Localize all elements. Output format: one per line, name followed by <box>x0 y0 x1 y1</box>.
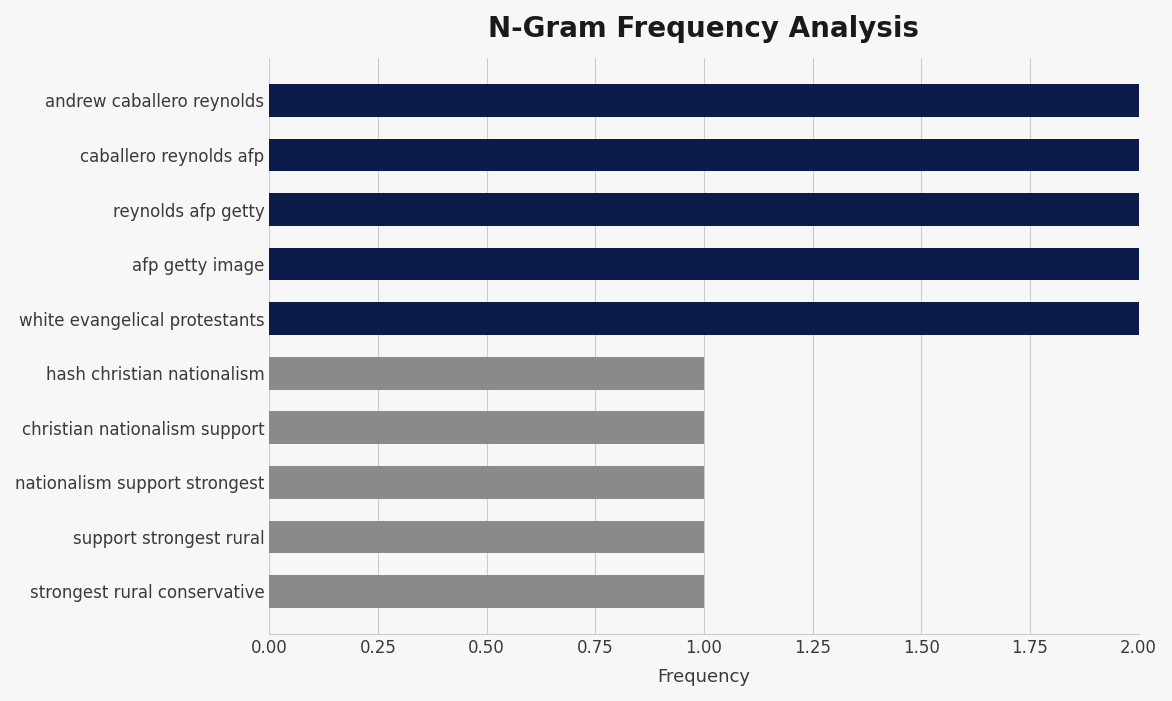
Bar <box>270 466 704 498</box>
X-axis label: Frequency: Frequency <box>657 668 750 686</box>
Bar <box>270 193 1138 226</box>
Bar <box>270 357 704 390</box>
Bar <box>270 139 1138 171</box>
Bar <box>270 575 704 608</box>
Bar <box>270 521 704 553</box>
Bar <box>270 84 1138 117</box>
Bar <box>270 247 1138 280</box>
Bar <box>270 411 704 444</box>
Bar <box>270 302 1138 335</box>
Title: N-Gram Frequency Analysis: N-Gram Frequency Analysis <box>489 15 919 43</box>
